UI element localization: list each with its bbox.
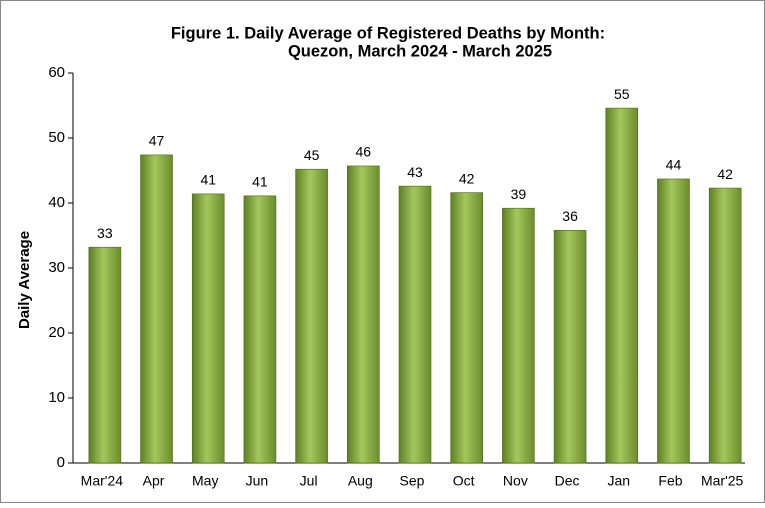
x-tick-label: May — [192, 473, 218, 489]
data-label: 42 — [717, 166, 733, 182]
data-label: 45 — [304, 147, 320, 163]
x-tick-label: Jul — [300, 473, 318, 489]
x-tick-label: Feb — [658, 473, 682, 489]
data-label: 41 — [200, 172, 216, 188]
y-tick-label: 10 — [48, 389, 65, 406]
bar — [88, 246, 122, 464]
bar — [450, 192, 483, 464]
chart-title: Figure 1. Daily Average of Registered De… — [171, 24, 605, 42]
data-label: 36 — [562, 208, 578, 224]
data-label: 44 — [666, 157, 682, 173]
bar — [295, 168, 328, 464]
bar — [553, 230, 587, 464]
bar — [605, 107, 639, 464]
bar — [708, 187, 742, 464]
x-tick-label: Oct — [453, 473, 475, 489]
bar — [657, 178, 690, 464]
data-label: 46 — [356, 144, 372, 160]
data-label: 42 — [459, 170, 475, 186]
x-tick-label: Aug — [348, 473, 373, 489]
bar — [140, 154, 173, 464]
x-tick-label: Dec — [555, 473, 580, 489]
data-label: 47 — [149, 133, 165, 149]
bar — [347, 165, 380, 464]
bar — [502, 207, 535, 464]
data-label: 55 — [614, 86, 630, 102]
data-label: 39 — [511, 186, 527, 202]
y-tick-label: 50 — [48, 129, 65, 146]
x-tick-label: Jan — [607, 473, 630, 489]
data-label: 41 — [252, 174, 268, 190]
x-tick-label: Mar'25 — [701, 473, 744, 489]
data-label: 33 — [97, 225, 113, 241]
bar — [191, 193, 225, 464]
y-tick-label: 40 — [48, 194, 65, 211]
y-tick-label: 30 — [48, 259, 65, 276]
x-tick-label: Apr — [143, 473, 165, 489]
chart-title: Quezon, March 2024 - March 2025 — [288, 42, 552, 60]
x-tick-label: Sep — [400, 473, 425, 489]
y-axis-label: Daily Average — [16, 231, 33, 329]
data-label: 43 — [407, 164, 423, 180]
y-tick-label: 0 — [57, 454, 65, 471]
y-tick-label: 20 — [48, 324, 65, 341]
x-tick-label: Jun — [246, 473, 269, 489]
y-tick-label: 60 — [48, 64, 65, 81]
x-tick-label: Mar'24 — [81, 473, 124, 489]
bar — [398, 185, 432, 464]
bar — [243, 195, 277, 464]
x-tick-label: Nov — [503, 473, 528, 489]
